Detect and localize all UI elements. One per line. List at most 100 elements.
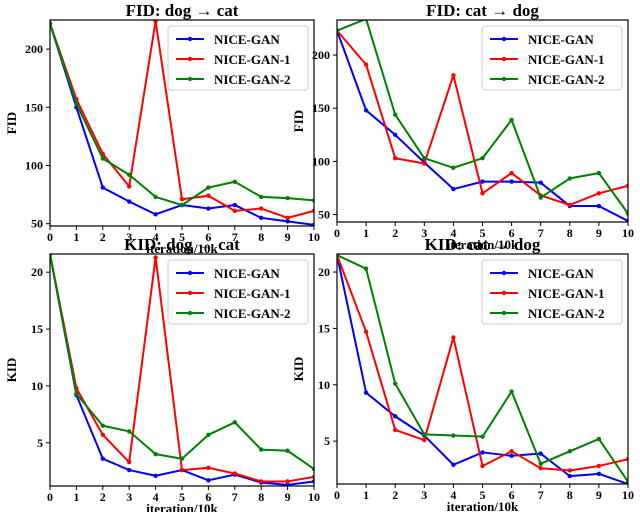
data-point <box>100 456 106 461</box>
data-point <box>509 449 514 454</box>
x-tick-label: 10 <box>622 226 634 240</box>
y-axis-label: FID <box>291 110 306 132</box>
x-tick-label: 7 <box>538 488 544 502</box>
axes-frame <box>336 19 629 223</box>
data-point <box>567 473 572 479</box>
x-tick-label: 9 <box>285 490 291 504</box>
legend: NICE-GAN NICE-GAN-1 NICE-GAN-2 <box>481 25 623 91</box>
x-tick-label: 3 <box>421 226 427 240</box>
x-tick-label: 0 <box>47 230 53 244</box>
x-tick-label: 0 <box>334 226 340 240</box>
data-point <box>538 180 543 185</box>
legend-marker <box>501 290 507 296</box>
x-tick-label: 6 <box>509 488 515 502</box>
legend: NICE-GAN NICE-GAN-1 NICE-GAN-2 <box>167 25 309 91</box>
data-point <box>422 161 427 166</box>
x-tick-label: 5 <box>480 226 486 240</box>
data-point <box>153 255 158 260</box>
data-point <box>480 450 485 455</box>
y-axis-label: KID <box>291 357 306 382</box>
x-tick-label: 1 <box>73 230 79 244</box>
x-axis-label: iteration/10k <box>146 501 218 512</box>
legend-label: NICE-GAN-2 <box>528 72 605 87</box>
data-point <box>363 108 369 113</box>
legend-box <box>167 25 309 91</box>
data-point <box>567 449 572 454</box>
data-point <box>596 191 602 196</box>
x-tick-label: 3 <box>126 230 132 244</box>
data-point <box>232 208 237 214</box>
data-point <box>596 463 602 469</box>
series-1 <box>337 254 628 473</box>
data-point <box>451 335 456 340</box>
x-tick-label: 4 <box>450 488 456 502</box>
axes-frame <box>49 19 315 227</box>
y-tick-label: 150 <box>25 100 43 114</box>
data-point <box>422 432 427 437</box>
data-point <box>206 465 211 471</box>
y-tick-label: 100 <box>25 158 43 172</box>
x-tick-label: 7 <box>232 490 238 504</box>
x-axis-label: iteration/10k <box>447 499 519 512</box>
x-tick-label: 2 <box>100 490 106 504</box>
data-point <box>127 199 132 204</box>
x-tick-label: 2 <box>100 230 106 244</box>
legend-marker <box>187 290 193 296</box>
x-tick-label: 8 <box>567 488 573 502</box>
data-point <box>363 329 369 334</box>
data-point <box>596 436 602 442</box>
chart-title: FID: dog → cat <box>126 1 239 20</box>
legend-marker <box>187 36 193 42</box>
data-point <box>285 479 290 484</box>
data-point <box>285 448 290 453</box>
data-point <box>259 194 264 200</box>
data-point <box>285 482 290 486</box>
axes-frame <box>49 253 315 487</box>
data-point <box>127 429 132 434</box>
x-tick-label: 6 <box>205 490 211 504</box>
data-point <box>538 195 543 200</box>
x-tick-label: 1 <box>73 490 79 504</box>
data-point <box>393 427 398 433</box>
x-tick-label: 4 <box>450 226 456 240</box>
chart-panel-1: FID: cat → dog iteration/10k FID 0 1 2 3 4 5 6 7 8 9… <box>291 1 634 252</box>
chart-title: KID: dog → cat <box>124 235 240 254</box>
data-point <box>596 203 602 209</box>
legend-marker <box>501 76 507 82</box>
data-point <box>422 156 427 161</box>
data-point <box>259 479 264 484</box>
data-point <box>74 391 79 397</box>
y-tick-label: 15 <box>31 322 43 336</box>
legend-marker <box>187 310 193 316</box>
axes-frame <box>336 253 629 485</box>
x-tick-label: 4 <box>153 230 159 244</box>
data-point <box>285 215 290 221</box>
x-tick-label: 5 <box>480 488 486 502</box>
data-point <box>509 170 514 176</box>
data-point <box>179 456 185 461</box>
data-point <box>127 184 132 189</box>
data-point <box>480 156 485 161</box>
data-point <box>393 381 398 386</box>
data-point <box>153 212 158 217</box>
data-point <box>509 453 514 459</box>
legend-marker <box>501 56 507 62</box>
data-point <box>232 471 237 476</box>
x-axis-label: iteration/10k <box>146 241 218 256</box>
data-point <box>206 193 211 198</box>
data-point <box>363 266 369 271</box>
x-tick-label: 1 <box>363 226 369 240</box>
data-point <box>451 73 456 78</box>
x-tick-label: 7 <box>538 226 544 240</box>
x-tick-label: 3 <box>421 488 427 502</box>
y-tick-label: 20 <box>31 265 43 279</box>
data-point <box>179 202 185 208</box>
x-tick-label: 1 <box>363 488 369 502</box>
legend-marker <box>501 310 507 316</box>
legend-label: NICE-GAN <box>528 266 594 281</box>
y-axis-label: FID <box>4 112 19 134</box>
y-tick-label: 5 <box>324 434 330 448</box>
data-point <box>232 179 237 184</box>
x-tick-label: 8 <box>258 230 264 244</box>
x-tick-label: 6 <box>509 226 515 240</box>
